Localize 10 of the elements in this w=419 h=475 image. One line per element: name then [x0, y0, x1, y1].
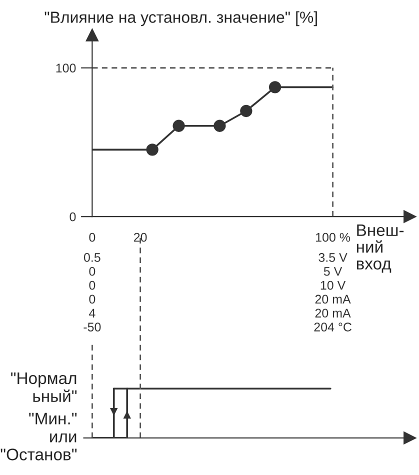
x-tick-label: 20 [134, 232, 147, 242]
text: "Нормал ьный" [11, 372, 77, 402]
x-axis-title: Внеш- ний вход [356, 224, 404, 273]
chart-title: "Влияние на установл. значение" [%] [44, 11, 317, 26]
text: 0.5 0 0 0 4 -50 [84, 253, 101, 332]
text: 3.5 V 5 V 10 V 20 mA 20 mA 204 °C [314, 253, 352, 332]
text: "Мин." или "Останов" [0, 412, 77, 460]
x-tick-label: 0 [89, 232, 96, 242]
y-tick-label: 100 [56, 64, 76, 73]
x-tick-label: 100 % [316, 232, 350, 242]
